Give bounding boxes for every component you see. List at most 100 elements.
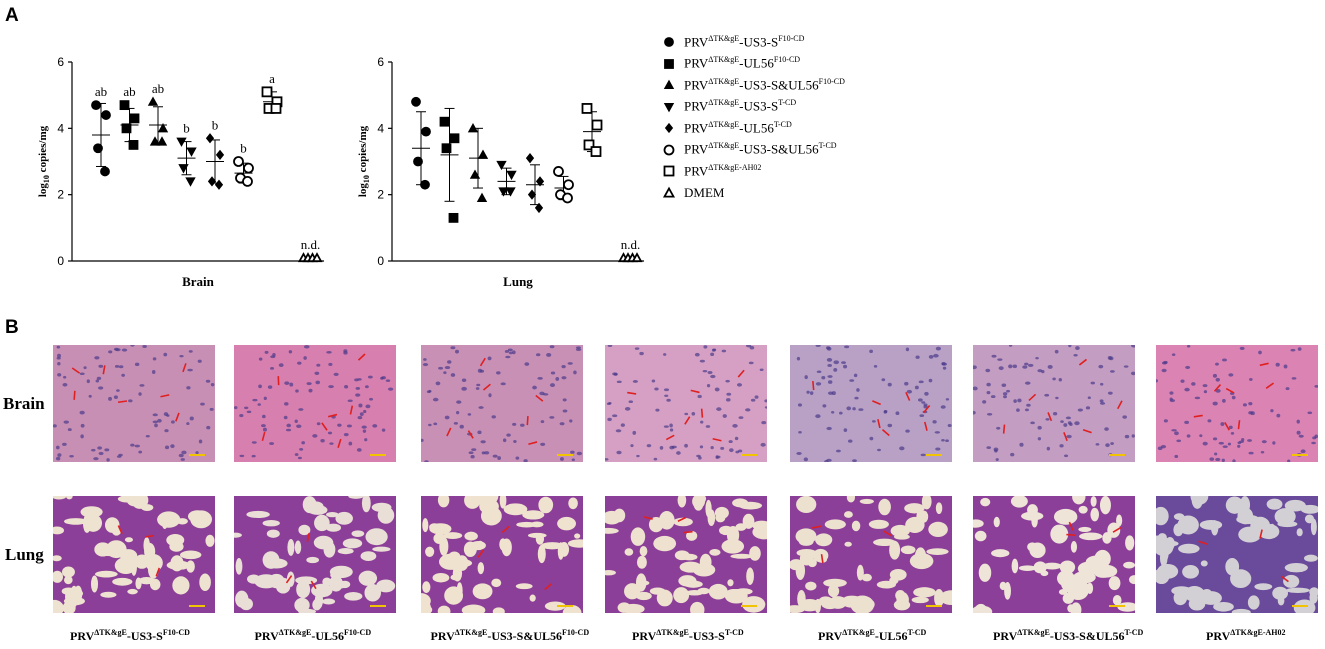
nucleus xyxy=(852,407,856,411)
nucleus xyxy=(567,362,573,365)
group-triangle-down-filled: b xyxy=(176,121,197,187)
nucleus xyxy=(825,346,831,350)
alveolus xyxy=(1156,568,1170,585)
nucleus xyxy=(849,379,855,382)
group-triangle-filled: ab xyxy=(147,81,169,146)
nucleus xyxy=(663,388,670,392)
alveolus xyxy=(147,560,159,579)
nucleus xyxy=(858,408,864,411)
nucleus xyxy=(477,368,483,373)
nucleus xyxy=(844,345,850,349)
nucleus xyxy=(1105,443,1110,448)
legend-label: PRVΔTK&gE-US3-SF10-CD xyxy=(684,33,805,50)
alveolus xyxy=(53,526,64,535)
alveolus xyxy=(444,586,464,605)
nucleus xyxy=(296,424,302,428)
alveolus xyxy=(1254,583,1273,591)
nucleus xyxy=(301,441,305,445)
legend-item: PRVΔTK&gE-AH02 xyxy=(662,163,761,179)
nucleus xyxy=(385,379,391,382)
nucleus xyxy=(716,455,721,459)
alveolus xyxy=(1077,561,1099,576)
nucleus xyxy=(57,453,62,457)
alveolus xyxy=(1177,515,1199,535)
nucleus xyxy=(1300,449,1306,454)
alveolus xyxy=(1187,570,1197,578)
nucleus xyxy=(759,368,764,372)
alveolus xyxy=(686,530,698,541)
nucleus xyxy=(186,422,190,426)
lung-micrograph xyxy=(790,496,952,613)
nucleus xyxy=(1002,392,1008,396)
nucleus xyxy=(346,424,352,428)
micrograph-caption: PRVΔTK&gE-UL56F10-CD xyxy=(254,628,372,643)
nucleus xyxy=(973,365,977,370)
nucleus xyxy=(487,356,492,361)
nucleus xyxy=(170,444,175,449)
alveolus xyxy=(246,510,270,519)
alveolus xyxy=(1231,608,1251,613)
alveolus xyxy=(53,599,64,613)
alveolus xyxy=(974,603,988,613)
nucleus xyxy=(91,448,96,452)
lesion-arrow xyxy=(544,583,553,591)
nucleus xyxy=(669,423,673,428)
brain-micrograph xyxy=(790,345,952,462)
nucleus xyxy=(435,381,441,386)
legend-symbol xyxy=(664,37,674,47)
nucleus xyxy=(1180,379,1185,383)
alveolus xyxy=(844,541,852,547)
nucleus xyxy=(1261,440,1267,444)
nucleus xyxy=(1212,401,1218,406)
nucleus xyxy=(356,448,362,452)
alveolus xyxy=(365,528,388,546)
lesion-arrow xyxy=(712,437,722,442)
nucleus xyxy=(365,404,371,409)
nucleus xyxy=(1123,365,1129,368)
alveolus xyxy=(1178,543,1200,554)
nucleus xyxy=(86,379,90,384)
alveolus xyxy=(112,577,133,586)
lesion-arrow xyxy=(811,525,822,529)
data-point xyxy=(101,110,111,120)
data-point xyxy=(439,116,450,127)
alveolus xyxy=(1107,522,1121,538)
nucleus xyxy=(549,416,555,419)
lung-micrograph xyxy=(421,496,583,613)
alveolus xyxy=(287,538,295,556)
legend-marker xyxy=(663,79,675,90)
nucleus xyxy=(700,420,704,424)
nucleus xyxy=(712,348,717,351)
nucleus xyxy=(1186,345,1191,348)
nucleus xyxy=(1185,365,1191,369)
nucleus xyxy=(973,386,978,391)
nucleus xyxy=(905,347,910,352)
alveolus xyxy=(358,570,378,586)
nucleus xyxy=(438,366,444,370)
alveolus xyxy=(199,573,211,592)
data-point xyxy=(185,177,196,187)
lesion-arrow xyxy=(665,434,675,441)
nucleus xyxy=(94,356,100,360)
alveolus xyxy=(653,535,677,552)
alveolus xyxy=(143,537,150,554)
nucleus xyxy=(705,425,711,428)
nucleus xyxy=(632,380,638,383)
lung-micrograph xyxy=(605,496,767,613)
alveolus xyxy=(515,583,533,590)
panel-a-label: A xyxy=(5,5,19,26)
alveolus xyxy=(679,561,702,573)
nucleus xyxy=(760,442,766,447)
nucleus xyxy=(636,454,640,458)
nucleus xyxy=(251,454,256,458)
alveolus xyxy=(1304,514,1315,524)
nucleus xyxy=(504,349,510,353)
nucleus xyxy=(725,379,730,383)
micrograph-caption: PRVΔTK&gE-US3-SF10-CD xyxy=(70,628,190,643)
data-point xyxy=(411,96,421,107)
nucleus xyxy=(654,387,659,391)
nucleus xyxy=(1044,393,1050,397)
nucleus xyxy=(118,365,124,369)
nucleus xyxy=(869,436,874,441)
nucleus xyxy=(343,433,349,437)
